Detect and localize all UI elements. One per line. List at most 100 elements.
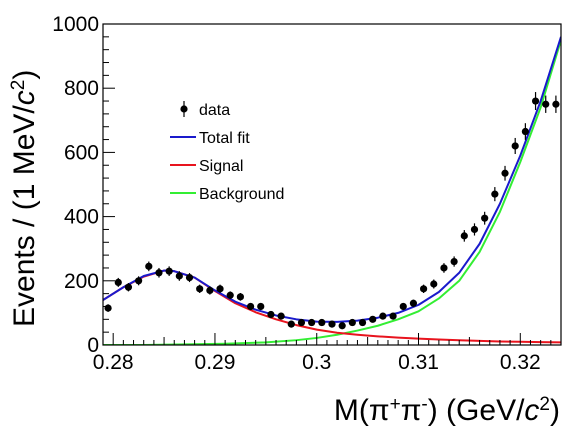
data-marker bbox=[287, 320, 295, 328]
data-point bbox=[491, 187, 499, 202]
data-marker bbox=[450, 257, 458, 266]
data-marker bbox=[470, 225, 479, 234]
data-marker bbox=[308, 318, 316, 327]
data-marker bbox=[246, 302, 255, 311]
legend-item-data: data bbox=[180, 101, 230, 119]
data-marker bbox=[491, 190, 499, 198]
data-marker bbox=[135, 277, 143, 285]
data-point bbox=[358, 318, 367, 327]
series-line-signal bbox=[103, 269, 561, 344]
data-point bbox=[216, 284, 224, 293]
data-point bbox=[196, 284, 204, 293]
x-axis-title: M(π+π-) (GeV/c2) bbox=[334, 394, 560, 428]
y-tick-label: 600 bbox=[64, 141, 99, 164]
legend-label: data bbox=[199, 102, 230, 119]
data-marker bbox=[521, 127, 529, 136]
plot-area-border bbox=[102, 23, 562, 346]
legend-label: Background bbox=[199, 186, 284, 203]
data-point bbox=[257, 302, 265, 311]
data-marker bbox=[369, 315, 377, 323]
series-line-total-fit bbox=[103, 36, 561, 323]
data-marker bbox=[430, 280, 438, 288]
y-axis-title: Events / (1 MeV/c2) bbox=[8, 70, 42, 327]
legend-item-signal: Signal bbox=[170, 158, 243, 175]
data-point bbox=[328, 320, 336, 328]
data-marker bbox=[216, 285, 224, 293]
data-point bbox=[409, 299, 418, 307]
data-point bbox=[308, 318, 316, 327]
data-marker bbox=[389, 312, 397, 320]
data-point bbox=[236, 292, 244, 301]
fit-curves bbox=[103, 36, 561, 345]
data-point bbox=[389, 312, 397, 320]
legend-marker bbox=[180, 105, 188, 113]
x-tick-label: 0.31 bbox=[398, 351, 439, 374]
data-marker bbox=[399, 302, 407, 311]
data-point bbox=[460, 230, 468, 242]
data-point bbox=[175, 271, 183, 281]
data-point bbox=[114, 277, 122, 287]
data-point bbox=[145, 261, 153, 272]
data-point bbox=[246, 302, 255, 311]
data-marker bbox=[104, 304, 112, 312]
data-point bbox=[297, 318, 306, 327]
legend-item-background: Background bbox=[170, 186, 284, 203]
data-marker bbox=[338, 322, 346, 330]
data-marker bbox=[348, 318, 356, 327]
x-tick-label: 0.28 bbox=[93, 351, 134, 374]
data-point bbox=[521, 123, 529, 140]
data-point bbox=[542, 95, 550, 113]
x-axis: 0.28 0.29 0.3 0.31 0.32 bbox=[93, 333, 562, 374]
plot-frame bbox=[102, 23, 562, 346]
data-marker bbox=[542, 100, 550, 108]
data-marker bbox=[277, 312, 285, 320]
data-point bbox=[369, 315, 377, 323]
data-marker bbox=[267, 310, 275, 319]
data-marker bbox=[511, 142, 519, 150]
data-marker bbox=[440, 264, 448, 272]
y-tick-label: 1000 bbox=[52, 13, 99, 36]
data-point bbox=[165, 266, 173, 276]
data-point bbox=[185, 273, 194, 283]
data-point bbox=[277, 312, 285, 320]
data-point bbox=[206, 286, 214, 295]
data-point bbox=[379, 312, 387, 320]
data-point bbox=[430, 279, 438, 289]
data-marker bbox=[552, 100, 560, 108]
data-point bbox=[287, 320, 295, 328]
legend: data Total fit Signal Background bbox=[170, 101, 284, 203]
data-point bbox=[399, 302, 407, 311]
data-point bbox=[552, 95, 560, 113]
data-marker bbox=[206, 286, 214, 295]
x-tick-label: 0.29 bbox=[195, 351, 236, 374]
data-marker bbox=[379, 312, 387, 320]
data-marker bbox=[531, 97, 540, 105]
data-point bbox=[531, 92, 540, 111]
y-tick-label: 400 bbox=[64, 206, 99, 229]
data-point bbox=[104, 304, 112, 312]
data-point bbox=[470, 223, 479, 236]
data-marker bbox=[257, 302, 265, 311]
data-marker bbox=[226, 291, 234, 299]
data-point bbox=[135, 276, 143, 286]
data-marker bbox=[328, 320, 336, 328]
y-tick-label: 800 bbox=[64, 77, 99, 100]
data-marker bbox=[114, 278, 122, 287]
y-axis: 0 200 400 600 800 1000 bbox=[52, 13, 115, 357]
data-marker bbox=[165, 267, 173, 275]
data-point bbox=[440, 263, 448, 273]
data-marker bbox=[481, 214, 489, 222]
data-marker bbox=[460, 232, 468, 240]
data-marker bbox=[155, 269, 163, 277]
legend-label: Total fit bbox=[199, 130, 250, 147]
data-marker bbox=[185, 273, 194, 282]
data-marker bbox=[236, 293, 244, 301]
y-tick-label: 200 bbox=[64, 270, 99, 293]
data-point bbox=[501, 165, 509, 181]
data-marker bbox=[420, 285, 428, 293]
data-marker bbox=[318, 318, 326, 327]
data-point bbox=[267, 310, 275, 319]
data-point bbox=[450, 256, 458, 267]
data-marker bbox=[196, 285, 204, 293]
